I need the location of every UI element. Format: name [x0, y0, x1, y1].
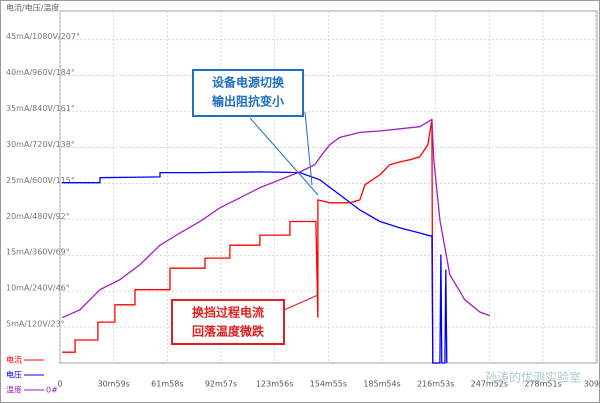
legend-note: 0# [46, 386, 58, 395]
annotation-text: 输出阻抗变小 [212, 94, 284, 109]
y-tick-label: 40mA/960V/184° [6, 68, 75, 77]
legend-label: 温度 [6, 385, 22, 395]
x-tick-label: 309m [584, 380, 600, 389]
annotation-arrow [283, 294, 319, 311]
annotation-text: 换挡过程电流 [192, 305, 264, 320]
annotation-text: 回落温度微跌 [192, 324, 265, 339]
annotation-text: 设备电源切换 [212, 75, 285, 90]
annotation-arrow [304, 111, 313, 186]
x-tick-label: 216m53s [417, 380, 454, 389]
series-line [62, 171, 448, 364]
x-tick-label: 247m52s [471, 380, 508, 389]
x-tick-label: 154m55s [310, 380, 347, 389]
annotation-box [192, 69, 304, 117]
x-tick-label: 185m54s [363, 380, 400, 389]
legend-label: 电流 [6, 355, 22, 365]
x-tick-label: 30m59s [98, 380, 130, 389]
annotation-arrow [249, 117, 319, 196]
x-tick-label: 278m51s [524, 380, 561, 389]
y-tick-label: 30mA/720V/138° [6, 140, 75, 149]
y-tick-label: 20mA/480V/92° [6, 212, 70, 221]
y-tick-label: 5mA/120V/23° [6, 320, 65, 329]
y-tick-label: 15mA/360V/69° [6, 248, 70, 257]
x-tick-label: 61m58s [151, 380, 183, 389]
y-tick-label: 10mA/240V/46° [6, 284, 70, 293]
series-line [62, 119, 440, 364]
legend-label: 电压 [6, 370, 22, 380]
x-tick-label: 92m57s [205, 380, 237, 389]
y-tick-label: 25mA/600V/115° [6, 176, 75, 185]
watermark: 孙涛的优测实验室 [485, 370, 581, 385]
annotation-box [171, 299, 285, 345]
x-tick-label: 0 [57, 380, 62, 389]
y-tick-label: 35mA/840V/161° [6, 104, 75, 113]
axis-label: 电流/电压/温度 [6, 3, 59, 13]
y-tick-label: 45mA/1080V/207° [6, 32, 80, 41]
series-line [61, 118, 491, 319]
x-tick-label: 123m56s [256, 380, 293, 389]
